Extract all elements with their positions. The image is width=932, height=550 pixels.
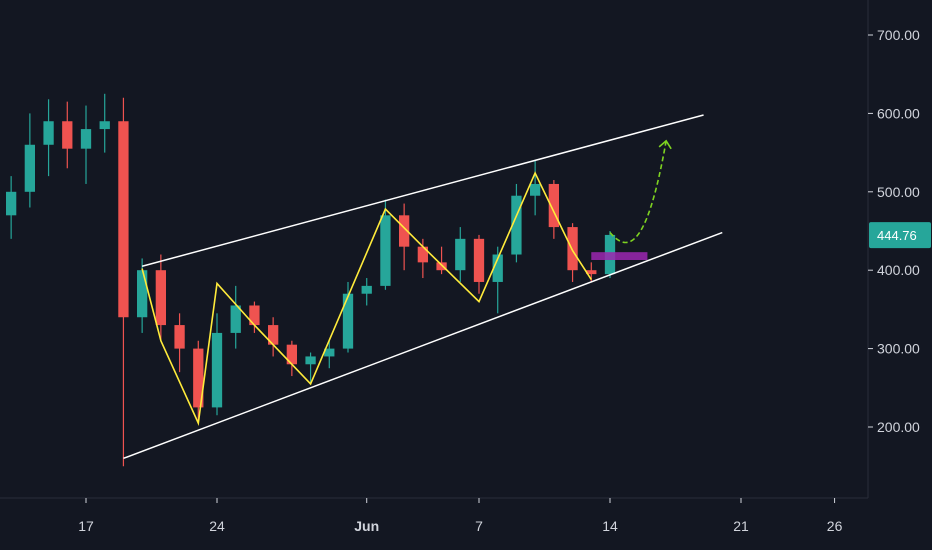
- candle-body: [62, 121, 73, 149]
- candle-body: [436, 262, 447, 271]
- y-tick-label: 500.00: [877, 184, 920, 200]
- candle-body: [511, 195, 522, 255]
- last-price-label: 444.76: [869, 222, 931, 249]
- candle-body: [398, 215, 410, 247]
- candle-body: [342, 293, 354, 349]
- candle-body: [473, 238, 485, 282]
- candle-body: [5, 191, 17, 216]
- channel-upper-line: [141, 114, 704, 268]
- candle-body: [529, 183, 541, 196]
- channel-lower-line: [123, 231, 723, 460]
- support-zone-box: [591, 252, 648, 261]
- x-tick-label: 7: [475, 518, 483, 534]
- candle-body: [567, 227, 578, 271]
- x-tick-label: 14: [602, 518, 618, 534]
- candle-body: [211, 332, 223, 408]
- candle-body: [305, 356, 316, 365]
- candle-body: [548, 183, 560, 228]
- candle-body: [586, 270, 597, 275]
- x-tick-label: 17: [78, 518, 94, 534]
- candle-body: [492, 254, 503, 282]
- candle-body: [43, 121, 54, 145]
- last-price-label-bg: [869, 222, 931, 249]
- candle-body: [417, 246, 429, 263]
- projection-curve: [609, 140, 667, 244]
- candle-body: [361, 285, 372, 294]
- candle-body: [99, 121, 110, 130]
- candle-body: [249, 305, 260, 326]
- x-tick-label: Jun: [354, 518, 379, 534]
- x-tick-label: 21: [733, 518, 749, 534]
- zigzag-pattern: [141, 171, 592, 426]
- candle-body: [80, 129, 92, 149]
- x-axis[interactable]: 17 24 Jun 7 14 21 26: [78, 498, 843, 534]
- x-tick-label: 24: [209, 518, 225, 534]
- last-price-label-text: 444.76: [877, 228, 917, 243]
- candle-body: [267, 325, 279, 345]
- y-tick-label: 600.00: [877, 105, 920, 121]
- candle-body: [193, 348, 204, 408]
- candle-body: [324, 348, 335, 357]
- x-tick-label: 26: [827, 518, 843, 534]
- drawings-layer: [123, 114, 723, 460]
- candle-body: [174, 325, 185, 349]
- candle-body: [455, 238, 466, 271]
- candle-body: [380, 215, 391, 286]
- y-tick-label: 700.00: [877, 27, 920, 43]
- candle-body: [118, 121, 129, 318]
- projection-arrowhead: [658, 139, 672, 150]
- y-tick-label: 400.00: [877, 262, 920, 278]
- candles-layer: [5, 93, 616, 467]
- candle-body: [155, 270, 167, 326]
- candle-body: [24, 144, 36, 192]
- candle-body: [286, 344, 298, 365]
- y-axis[interactable]: 200.00 300.00 400.00 500.00 600.00 700.00: [868, 27, 920, 435]
- y-tick-label: 200.00: [877, 419, 920, 435]
- candle-body: [230, 305, 241, 333]
- y-tick-label: 300.00: [877, 341, 920, 357]
- candle-body: [136, 270, 148, 318]
